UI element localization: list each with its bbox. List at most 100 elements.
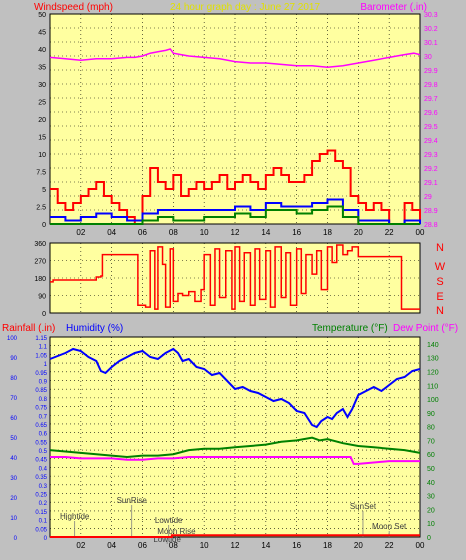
- baro-y-tick-29.1: 29.1: [424, 180, 438, 187]
- humidity-y-tick-30: 30: [10, 476, 17, 482]
- baro-y-tick-29.3: 29.3: [424, 152, 438, 159]
- wind-y-tick-15: 15: [38, 135, 46, 142]
- temp-y-tick-30: 30: [427, 494, 435, 501]
- wind-y-tick-0: 0: [42, 222, 46, 229]
- baro-y-tick-28.9: 28.9: [424, 208, 438, 215]
- baro-y-tick-29: 29: [424, 194, 432, 201]
- rain-y-tick-0.3: 0.3: [39, 484, 48, 490]
- temp-y-tick-80: 80: [427, 425, 435, 432]
- baro-y-tick-29.2: 29.2: [424, 166, 438, 173]
- annotation-label-6: Moon Set: [372, 522, 407, 531]
- humidity-y-tick-70: 70: [10, 396, 17, 402]
- rainfall-title: Rainfall (.in): [2, 323, 55, 334]
- humidity-y-tick-40: 40: [10, 456, 17, 462]
- rainfall-line: [50, 534, 420, 538]
- bot-x-tick-08: 08: [169, 541, 178, 550]
- humidity-y-tick-90: 90: [10, 356, 17, 362]
- baro-y-tick-30.3: 30.3: [424, 12, 438, 19]
- rain-y-tick-0.85: 0.85: [35, 388, 47, 394]
- rain-y-tick-0.5: 0.5: [39, 449, 48, 455]
- top-x-tick-08: 08: [169, 228, 178, 237]
- top-x-tick-12: 12: [231, 228, 240, 237]
- wind-y-tick-5: 5: [42, 187, 46, 194]
- top-x-tick-06: 06: [138, 228, 147, 237]
- bot-x-tick-20: 20: [354, 541, 363, 550]
- top-x-tick-14: 14: [261, 228, 270, 237]
- rain-y-tick-0.25: 0.25: [35, 493, 47, 499]
- top-x-tick-04: 04: [107, 228, 116, 237]
- baro-y-tick-28.8: 28.8: [424, 222, 438, 229]
- humidity-y-tick-60: 60: [10, 416, 17, 422]
- temp-y-tick-60: 60: [427, 452, 435, 459]
- wind-y-tick-10: 10: [38, 152, 46, 159]
- bot-x-tick-02: 02: [76, 541, 85, 550]
- baro-y-tick-29.8: 29.8: [424, 82, 438, 89]
- dir-y-tick-180: 180: [34, 276, 46, 283]
- baro-y-tick-30.1: 30.1: [424, 40, 438, 47]
- rain-y-tick-0: 0: [44, 536, 48, 542]
- humidity-y-tick-10: 10: [10, 516, 17, 522]
- rain-y-tick-1.1: 1.1: [39, 345, 48, 351]
- rain-y-tick-0.6: 0.6: [39, 432, 48, 438]
- temp-y-tick-10: 10: [427, 521, 435, 528]
- bot-x-tick-18: 18: [323, 541, 332, 550]
- top-x-tick-22: 22: [385, 228, 394, 237]
- baro-y-tick-29.4: 29.4: [424, 138, 438, 145]
- rain-y-tick-0.95: 0.95: [35, 371, 47, 377]
- baro-y-tick-29.5: 29.5: [424, 124, 438, 131]
- annotation-label-2: Lowtide: [155, 516, 183, 525]
- rain-y-tick-0.9: 0.9: [39, 379, 48, 385]
- temperature-title: Temperature (°F): [312, 323, 388, 334]
- rain-y-tick-0.55: 0.55: [35, 440, 47, 446]
- rain-y-tick-0.75: 0.75: [35, 406, 47, 412]
- rain-y-tick-0.05: 0.05: [35, 527, 47, 533]
- annotation-label-5: SunSet: [350, 502, 377, 511]
- rain-y-tick-0.65: 0.65: [35, 423, 47, 429]
- bot-x-tick-10: 10: [200, 541, 209, 550]
- humidity-y-tick-100: 100: [7, 336, 18, 342]
- temp-y-tick-50: 50: [427, 466, 435, 473]
- wind-y-tick-2.5: 2.5: [36, 205, 46, 212]
- rain-y-tick-0.7: 0.7: [39, 414, 48, 420]
- temperature-line: [49, 436, 421, 459]
- dir-y-tick-270: 270: [34, 259, 46, 266]
- wind-y-tick-30: 30: [38, 82, 46, 89]
- annotation-label-0: Hightide: [60, 512, 90, 521]
- baro-y-tick-29.6: 29.6: [424, 110, 438, 117]
- wind-y-tick-20: 20: [38, 117, 46, 124]
- rain-y-tick-1.15: 1.15: [35, 336, 47, 342]
- humidity-y-tick-0: 0: [14, 536, 18, 542]
- annotation-label-1: SunRise: [117, 496, 148, 505]
- rain-y-tick-0.15: 0.15: [35, 510, 47, 516]
- wind-y-tick-7.5: 7.5: [36, 170, 46, 177]
- temp-y-tick-40: 40: [427, 480, 435, 487]
- bot-x-tick-12: 12: [231, 541, 240, 550]
- compass-label-n-bottom: N: [436, 305, 444, 317]
- rain-y-tick-0.4: 0.4: [39, 466, 48, 472]
- rain-y-tick-0.2: 0.2: [39, 501, 48, 507]
- humidity-title: Humidity (%): [66, 323, 123, 334]
- compass-label-e: E: [436, 291, 443, 303]
- dewpoint-line: [50, 456, 420, 465]
- dir-y-tick-0: 0: [42, 311, 46, 318]
- temp-y-tick-20: 20: [427, 507, 435, 514]
- temp-y-tick-120: 120: [427, 369, 439, 376]
- baro-y-tick-30.2: 30.2: [424, 26, 438, 33]
- rain-y-tick-1: 1: [44, 362, 48, 368]
- baro-y-tick-29.9: 29.9: [424, 68, 438, 75]
- top-x-tick-16: 16: [292, 228, 301, 237]
- chart-marks: 02.557.510152025303540455028.828.92929.1…: [7, 12, 439, 550]
- bot-x-tick-22: 22: [385, 541, 394, 550]
- top-x-tick-00: 00: [416, 228, 425, 237]
- rain-y-tick-0.1: 0.1: [39, 519, 48, 525]
- top-x-tick-20: 20: [354, 228, 363, 237]
- dir-y-tick-360: 360: [34, 241, 46, 248]
- compass-label-w: W: [435, 261, 446, 273]
- date-title: 24 hour graph day : June 27 2017: [170, 2, 321, 13]
- baro-y-tick-30: 30: [424, 54, 432, 61]
- wind-low-line: [50, 205, 420, 225]
- bot-x-tick-06: 06: [138, 541, 147, 550]
- top-x-tick-02: 02: [76, 228, 85, 237]
